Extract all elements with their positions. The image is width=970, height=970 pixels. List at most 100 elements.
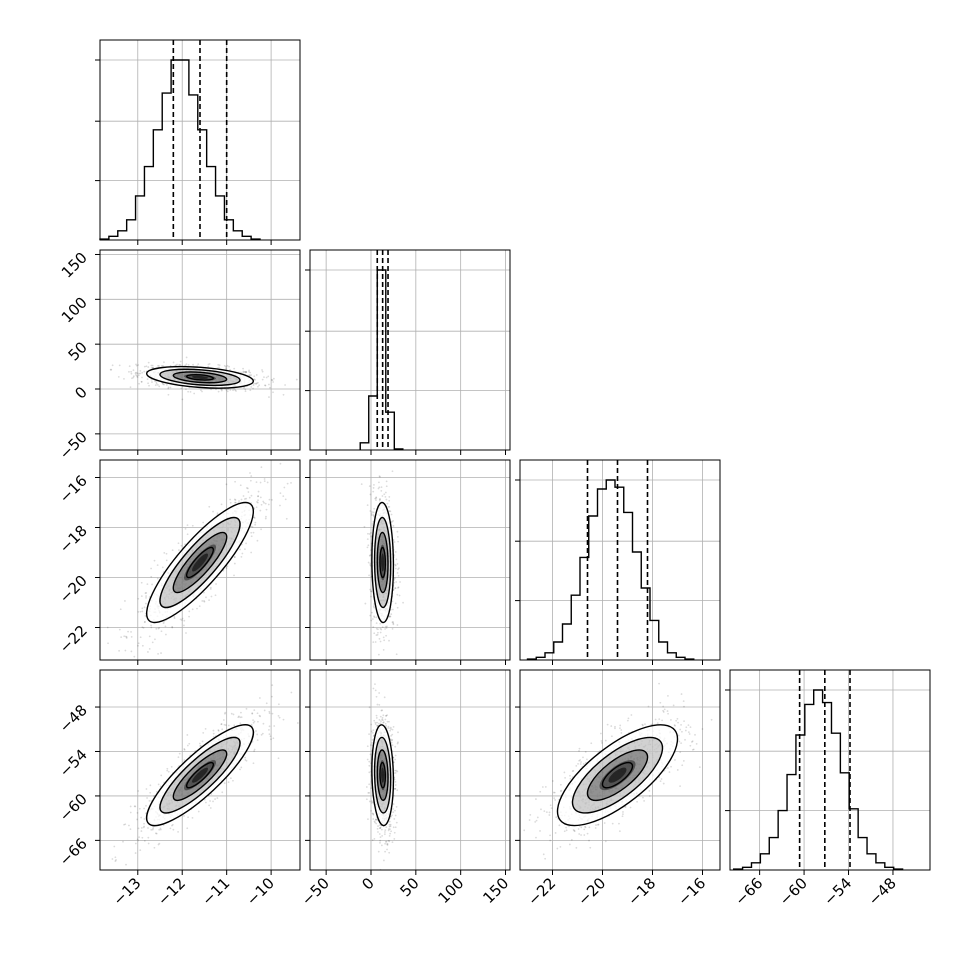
sample-point	[389, 825, 392, 828]
sample-point	[384, 722, 387, 725]
sample-point	[159, 828, 162, 831]
density-contour	[371, 724, 395, 827]
sample-point	[135, 373, 137, 376]
sample-point	[375, 717, 378, 719]
sample-point	[150, 378, 153, 381]
sample-point	[152, 366, 154, 369]
sample-point	[372, 687, 375, 690]
sample-point	[391, 814, 393, 817]
sample-point	[375, 695, 378, 698]
sample-point	[396, 530, 399, 533]
sample-point	[137, 610, 140, 613]
sample-point	[233, 562, 236, 565]
sample-point	[224, 367, 227, 370]
sample-point	[142, 826, 145, 829]
sample-point	[147, 366, 150, 368]
sample-point	[120, 636, 123, 639]
sample-point	[130, 650, 133, 653]
sample-point	[165, 552, 168, 555]
sample-point	[207, 365, 210, 368]
sample-point	[578, 759, 581, 762]
sample-point	[184, 543, 186, 546]
sample-point	[375, 499, 377, 502]
scatter-layer	[523, 682, 713, 860]
density-contour	[159, 516, 241, 609]
sample-point	[296, 722, 299, 724]
sample-point	[187, 363, 190, 366]
sample-point	[384, 840, 387, 843]
sample-point	[171, 625, 174, 628]
sample-point	[378, 499, 381, 502]
sample-point	[396, 789, 399, 792]
sample-point	[216, 797, 219, 799]
sample-point	[379, 841, 381, 844]
sample-point	[169, 386, 172, 389]
sample-point	[132, 369, 135, 372]
sample-point	[397, 586, 400, 589]
sample-point	[218, 364, 221, 367]
sample-point	[285, 517, 288, 520]
sample-point	[246, 487, 249, 490]
sample-point	[203, 600, 206, 603]
sample-point	[580, 826, 583, 829]
sample-point	[144, 592, 147, 595]
sample-point	[156, 383, 159, 386]
density-contour	[373, 736, 392, 814]
sample-point	[233, 498, 236, 501]
sample-point	[263, 480, 266, 483]
sample-point	[641, 723, 644, 726]
sample-point	[396, 535, 399, 538]
sample-point	[130, 631, 132, 633]
sample-point	[372, 812, 375, 815]
sample-point	[385, 627, 388, 629]
sample-point	[244, 548, 246, 551]
sample-point	[160, 774, 163, 777]
sample-point	[135, 364, 138, 367]
density-contour	[379, 761, 387, 789]
sample-point	[384, 829, 387, 832]
sample-point	[244, 390, 247, 393]
sample-point	[550, 807, 553, 810]
sample-point	[181, 617, 184, 620]
sample-point	[141, 376, 143, 379]
panel-3-2: −22 −20 −18 −16	[515, 669, 721, 909]
sample-point	[153, 846, 156, 849]
sample-point	[253, 378, 256, 381]
sample-point	[154, 380, 156, 383]
sample-point	[244, 371, 247, 373]
sample-point	[382, 872, 384, 874]
sample-point	[223, 723, 226, 726]
sample-point	[234, 499, 237, 501]
sample-point	[394, 787, 396, 790]
sample-point	[209, 588, 212, 590]
sample-point	[125, 637, 128, 639]
sample-point	[257, 495, 260, 498]
sample-point	[395, 558, 398, 561]
sample-point	[370, 513, 373, 515]
sample-point	[365, 798, 368, 801]
sample-point	[123, 823, 125, 826]
sample-point	[402, 601, 404, 604]
sample-point	[140, 581, 143, 584]
sample-point	[167, 387, 170, 390]
sample-point	[382, 859, 385, 862]
sample-point	[202, 731, 205, 734]
sample-point	[390, 734, 393, 737]
sample-point	[268, 396, 270, 398]
sample-point	[396, 624, 399, 626]
sample-point	[366, 745, 369, 748]
sample-point	[208, 804, 211, 807]
sample-point	[373, 837, 376, 840]
sample-point	[261, 378, 264, 381]
sample-point	[262, 722, 265, 725]
sample-point	[394, 551, 397, 553]
sample-point	[210, 388, 212, 391]
sample-point	[394, 809, 396, 812]
sample-point	[250, 494, 253, 497]
sample-point	[242, 370, 245, 373]
sample-point	[374, 689, 377, 692]
sample-point	[582, 756, 584, 759]
sample-point	[142, 626, 145, 629]
sample-point	[145, 595, 147, 597]
sample-point	[385, 485, 388, 488]
